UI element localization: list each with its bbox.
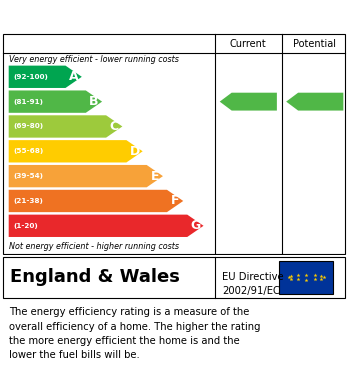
- Polygon shape: [9, 140, 143, 163]
- Text: (21-38): (21-38): [13, 198, 43, 204]
- Text: A: A: [69, 70, 78, 83]
- Text: G: G: [190, 219, 200, 232]
- Text: C: C: [110, 120, 119, 133]
- Text: 81: 81: [308, 95, 328, 109]
- Text: Very energy efficient - lower running costs: Very energy efficient - lower running co…: [9, 56, 179, 65]
- Text: Energy Efficiency Rating: Energy Efficiency Rating: [9, 10, 229, 25]
- Text: Current: Current: [230, 39, 267, 49]
- Bar: [279, 260, 333, 294]
- Text: (1-20): (1-20): [13, 223, 38, 229]
- Text: England & Wales: England & Wales: [10, 268, 180, 287]
- Polygon shape: [9, 90, 102, 113]
- Polygon shape: [9, 215, 204, 237]
- Text: E: E: [151, 170, 159, 183]
- Polygon shape: [9, 66, 82, 88]
- Text: EU Directive
2002/91/EC: EU Directive 2002/91/EC: [222, 272, 284, 296]
- Polygon shape: [220, 93, 277, 111]
- Text: 81: 81: [242, 95, 261, 109]
- Text: B: B: [89, 95, 99, 108]
- Polygon shape: [9, 190, 183, 212]
- Text: (81-91): (81-91): [13, 99, 43, 105]
- Polygon shape: [286, 93, 343, 111]
- Text: (69-80): (69-80): [13, 124, 43, 129]
- Text: (92-100): (92-100): [13, 74, 48, 80]
- Text: F: F: [171, 194, 179, 208]
- Polygon shape: [9, 165, 163, 187]
- Text: Potential: Potential: [293, 39, 336, 49]
- Text: The energy efficiency rating is a measure of the
overall efficiency of a home. T: The energy efficiency rating is a measur…: [9, 307, 260, 361]
- Text: (39-54): (39-54): [13, 173, 43, 179]
- Text: D: D: [129, 145, 140, 158]
- Text: (55-68): (55-68): [13, 148, 43, 154]
- Polygon shape: [9, 115, 122, 138]
- Text: Not energy efficient - higher running costs: Not energy efficient - higher running co…: [9, 242, 179, 251]
